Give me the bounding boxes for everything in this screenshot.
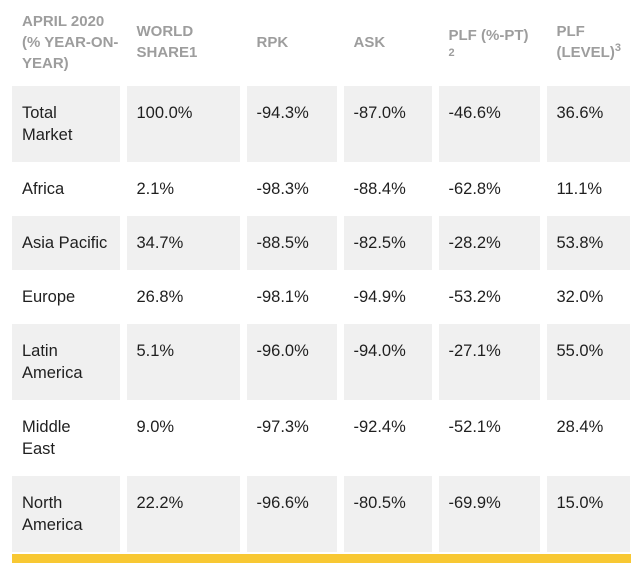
cell-rpk: -98.3%	[239, 162, 340, 216]
cell-world-share: 22.2%	[119, 476, 243, 552]
cell-region: Latin America	[12, 324, 123, 400]
cell-rpk: -97.3%	[239, 400, 340, 476]
cell-ask: -87.0%	[336, 86, 435, 162]
cell-region: Africa	[12, 162, 123, 216]
cell-world-share: 26.8%	[119, 270, 243, 324]
header-row: APRIL 2020 (% YEAR-ON- YEAR) WORLD SHARE…	[12, 0, 630, 86]
header-line-text: (LEVEL)	[556, 44, 615, 61]
cell-ask: -88.4%	[336, 162, 435, 216]
region-label: North	[22, 494, 63, 512]
cell-region: Middle East	[12, 400, 123, 476]
table-row-asia-pacific: Asia Pacific 34.7% -88.5% -82.5% -28.2% …	[12, 216, 630, 270]
cell-region: Europe	[12, 270, 123, 324]
table-row-north-america: North America 22.2% -96.6% -80.5% -69.9%…	[12, 476, 630, 552]
header-line: (LEVEL)3	[557, 42, 629, 63]
cell-plf-level: 55.0%	[539, 324, 630, 400]
cell-rpk: -98.1%	[239, 270, 340, 324]
cell-plf-level: 28.4%	[539, 400, 630, 476]
column-header-ask: ASK	[336, 0, 435, 86]
column-header-plf-level: PLF (LEVEL)3	[539, 0, 630, 86]
cell-plf-pt: -62.8%	[431, 162, 543, 216]
cell-plf-level: 15.0%	[539, 476, 630, 552]
cell-plf-pt: -53.2%	[431, 270, 543, 324]
table-row-total-market: Total Market 100.0% -94.3% -87.0% -46.6%…	[12, 86, 630, 162]
cell-world-share: 100.0%	[119, 86, 243, 162]
cell-plf-level: 53.8%	[539, 216, 630, 270]
cell-world-share: 34.7%	[119, 216, 243, 270]
cell-plf-pt: -46.6%	[431, 86, 543, 162]
region-label: Europe	[22, 288, 76, 306]
table-row-africa: Africa 2.1% -98.3% -88.4% -62.8% 11.1%	[12, 162, 630, 216]
footnote-marker: 2	[448, 46, 455, 59]
cell-ask: -94.0%	[336, 324, 435, 400]
header-line: PLF	[556, 23, 585, 40]
table-body: Total Market 100.0% -94.3% -87.0% -46.6%…	[12, 86, 630, 552]
header-line: PLF (%-PT)	[448, 26, 529, 44]
cell-plf-pt: -69.9%	[431, 476, 543, 552]
cell-world-share: 9.0%	[119, 400, 243, 476]
cell-plf-pt: -52.1%	[431, 400, 543, 476]
region-label: America	[22, 364, 83, 382]
cell-ask: -80.5%	[336, 476, 435, 552]
region-label: America	[22, 516, 83, 534]
cell-plf-pt: -27.1%	[431, 324, 543, 400]
header-line: (% YEAR-ON-	[22, 33, 119, 51]
cell-plf-pt: -28.2%	[431, 216, 543, 270]
accent-bar	[12, 554, 631, 563]
cell-world-share: 5.1%	[119, 324, 243, 400]
column-header-period: APRIL 2020 (% YEAR-ON- YEAR)	[12, 0, 123, 86]
cell-plf-level: 11.1%	[539, 162, 630, 216]
column-header-rpk: RPK	[239, 0, 340, 86]
cell-region: North America	[12, 476, 123, 552]
region-label: Asia Pacific	[22, 234, 108, 252]
region-label: Total	[22, 104, 57, 122]
cell-rpk: -88.5%	[239, 216, 340, 270]
table-row-europe: Europe 26.8% -98.1% -94.9% -53.2% 32.0%	[12, 270, 630, 324]
table-row-latin-america: Latin America 5.1% -96.0% -94.0% -27.1% …	[12, 324, 630, 400]
region-label: Latin	[22, 342, 58, 360]
header-line: WORLD	[136, 23, 194, 40]
region-label: Market	[22, 126, 73, 144]
column-header-plf-pt: PLF (%-PT) 2	[431, 0, 543, 86]
cell-rpk: -94.3%	[239, 86, 340, 162]
cell-ask: -94.9%	[336, 270, 435, 324]
column-header-world-share: WORLD SHARE1	[119, 0, 243, 86]
cell-world-share: 2.1%	[119, 162, 243, 216]
cell-region: Total Market	[12, 86, 123, 162]
header-line: APRIL 2020	[22, 12, 105, 30]
cell-plf-level: 36.6%	[539, 86, 630, 162]
cell-ask: -82.5%	[336, 216, 435, 270]
cell-rpk: -96.0%	[239, 324, 340, 400]
header-line: SHARE1	[136, 44, 198, 61]
air-traffic-table: APRIL 2020 (% YEAR-ON- YEAR) WORLD SHARE…	[12, 0, 630, 552]
region-label: East	[22, 440, 56, 458]
cell-plf-level: 32.0%	[539, 270, 630, 324]
region-label: Africa	[22, 180, 65, 198]
table-header: APRIL 2020 (% YEAR-ON- YEAR) WORLD SHARE…	[12, 0, 630, 86]
region-label: Middle	[22, 418, 71, 436]
cell-region: Asia Pacific	[12, 216, 123, 270]
header-line: YEAR)	[22, 54, 69, 72]
table-row-middle-east: Middle East 9.0% -97.3% -92.4% -52.1% 28…	[12, 400, 630, 476]
cell-rpk: -96.6%	[239, 476, 340, 552]
footnote-marker: 3	[614, 42, 621, 54]
cell-ask: -92.4%	[336, 400, 435, 476]
